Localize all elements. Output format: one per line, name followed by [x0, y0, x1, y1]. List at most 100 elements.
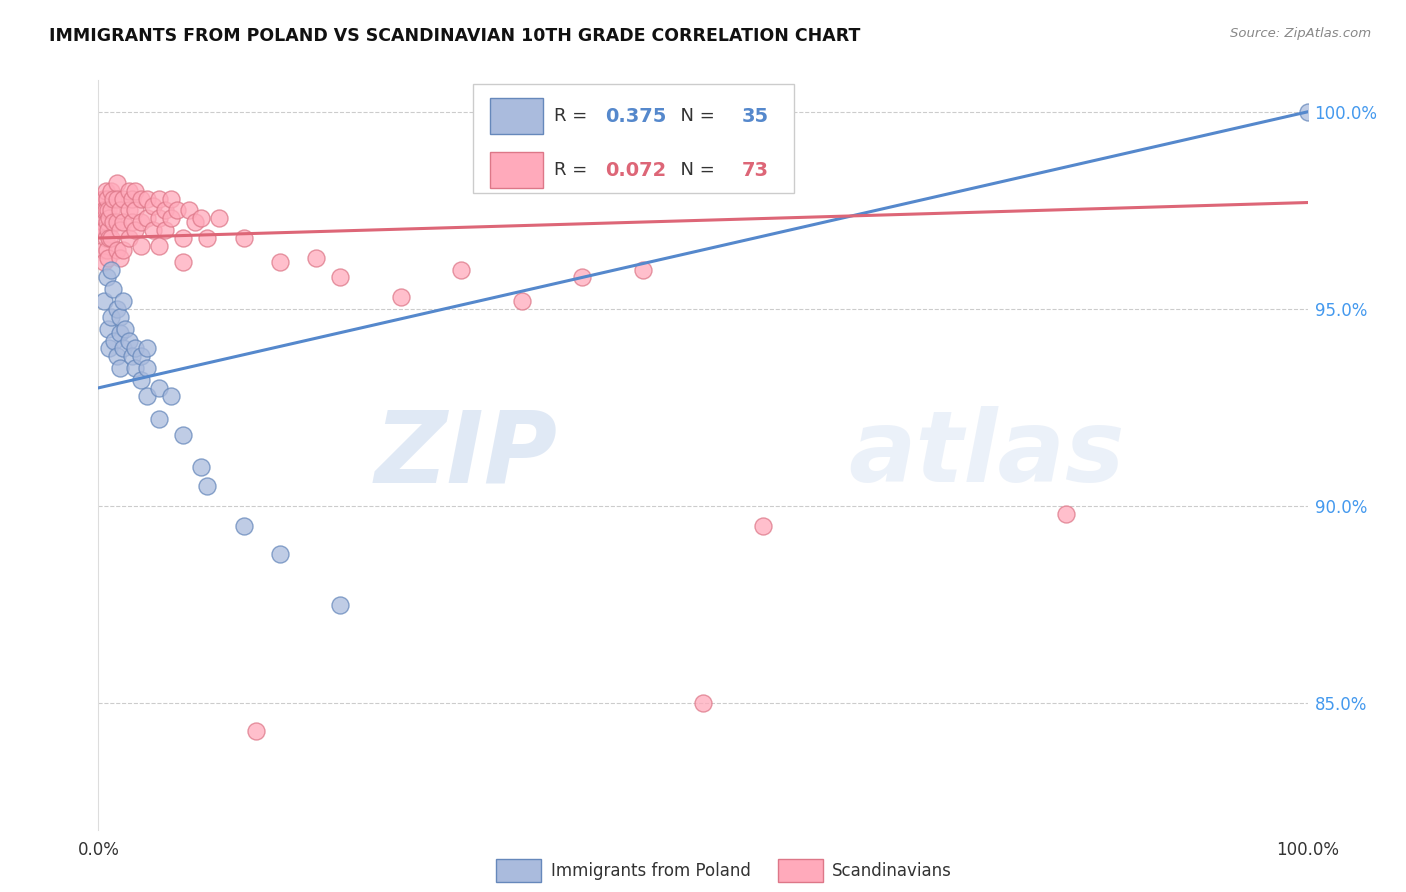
- Point: [692, 697, 714, 711]
- Point: [148, 412, 170, 426]
- Point: [153, 203, 176, 218]
- Point: [108, 203, 131, 218]
- Point: [148, 381, 170, 395]
- Point: [91, 192, 114, 206]
- Point: [305, 251, 328, 265]
- Point: [100, 310, 122, 324]
- Point: [93, 203, 115, 218]
- Point: [129, 373, 152, 387]
- Point: [124, 223, 146, 237]
- Point: [98, 211, 121, 226]
- Point: [91, 243, 114, 257]
- Point: [1054, 507, 1077, 521]
- Point: [91, 223, 114, 237]
- Point: [101, 192, 124, 206]
- Point: [105, 301, 128, 316]
- Point: [124, 203, 146, 218]
- Point: [190, 459, 212, 474]
- Text: IMMIGRANTS FROM POLAND VS SCANDINAVIAN 10TH GRADE CORRELATION CHART: IMMIGRANTS FROM POLAND VS SCANDINAVIAN 1…: [49, 27, 860, 45]
- Point: [97, 322, 120, 336]
- Text: 0.072: 0.072: [605, 161, 666, 179]
- Point: [101, 215, 124, 229]
- Point: [100, 231, 122, 245]
- Point: [160, 389, 183, 403]
- Point: [93, 192, 115, 206]
- Point: [100, 184, 122, 198]
- Point: [96, 215, 118, 229]
- Point: [103, 334, 125, 348]
- Point: [129, 192, 152, 206]
- Point: [100, 203, 122, 218]
- Point: [91, 203, 114, 218]
- Point: [105, 192, 128, 206]
- Point: [389, 290, 412, 304]
- Point: [98, 231, 121, 245]
- Text: 0.375: 0.375: [605, 107, 666, 126]
- Point: [129, 215, 152, 229]
- FancyBboxPatch shape: [474, 84, 793, 193]
- Point: [93, 254, 115, 268]
- Point: [232, 519, 254, 533]
- Point: [124, 342, 146, 356]
- Point: [269, 254, 291, 268]
- Point: [97, 203, 120, 218]
- Point: [631, 262, 654, 277]
- Point: [172, 254, 194, 268]
- Point: [121, 349, 143, 363]
- Text: N =: N =: [669, 107, 721, 125]
- Point: [160, 192, 183, 206]
- Point: [269, 547, 291, 561]
- Point: [121, 192, 143, 206]
- Text: 73: 73: [742, 161, 769, 179]
- Point: [510, 294, 533, 309]
- Text: ZIP: ZIP: [375, 407, 558, 503]
- Point: [179, 203, 201, 218]
- Point: [166, 203, 188, 218]
- Point: [118, 231, 141, 245]
- FancyBboxPatch shape: [491, 153, 543, 188]
- Point: [97, 251, 120, 265]
- Point: [98, 342, 121, 356]
- Point: [190, 211, 212, 226]
- Text: atlas: atlas: [848, 407, 1125, 503]
- Point: [142, 223, 165, 237]
- Point: [108, 326, 131, 340]
- Point: [111, 342, 134, 356]
- Point: [94, 203, 117, 218]
- Point: [121, 215, 143, 229]
- Point: [329, 270, 352, 285]
- Point: [329, 598, 352, 612]
- Point: [1296, 104, 1319, 119]
- Text: 35: 35: [742, 107, 769, 126]
- Point: [114, 322, 136, 336]
- Text: Source: ZipAtlas.com: Source: ZipAtlas.com: [1230, 27, 1371, 40]
- Point: [195, 231, 218, 245]
- Point: [118, 334, 141, 348]
- Point: [105, 215, 128, 229]
- Point: [94, 184, 117, 198]
- Point: [93, 294, 115, 309]
- Point: [108, 251, 131, 265]
- Point: [118, 203, 141, 218]
- Point: [571, 270, 593, 285]
- Point: [148, 192, 170, 206]
- Point: [135, 211, 157, 226]
- Point: [232, 231, 254, 245]
- Point: [208, 211, 231, 226]
- Point: [97, 223, 120, 237]
- Point: [100, 262, 122, 277]
- Point: [105, 349, 128, 363]
- Point: [148, 211, 170, 226]
- Point: [752, 519, 775, 533]
- Point: [93, 223, 115, 237]
- Point: [142, 199, 165, 213]
- Point: [111, 243, 134, 257]
- Point: [94, 231, 117, 245]
- Point: [135, 192, 157, 206]
- Point: [160, 211, 183, 226]
- Point: [184, 215, 207, 229]
- Point: [118, 184, 141, 198]
- Point: [96, 192, 118, 206]
- FancyBboxPatch shape: [491, 98, 543, 134]
- Point: [96, 270, 118, 285]
